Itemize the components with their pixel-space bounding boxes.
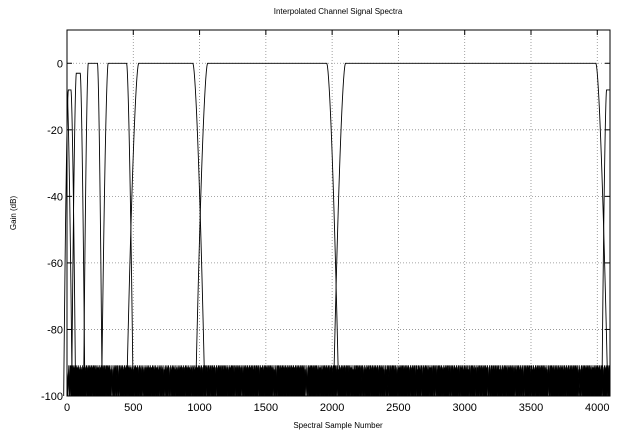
y-tick-label: -60 (47, 258, 63, 270)
series-line-1 (66, 89, 73, 397)
x-tick-label: 500 (124, 402, 142, 414)
x-tick-label: 4000 (585, 402, 609, 414)
y-tick-label: -80 (47, 324, 63, 336)
axes: 0 500 1000 1500 2000 2500 3000 3500 4000 0 -20 -40 -… (41, 30, 610, 414)
x-tick-label: 2500 (386, 402, 410, 414)
series-line-5 (101, 62, 134, 397)
series-line-4 (83, 62, 103, 397)
plot-frame (66, 29, 611, 397)
y-axis-title: Gain (dB) (9, 196, 18, 231)
x-axis-title: Spectral Sample Number (293, 421, 383, 430)
x-tick-label: 1500 (254, 402, 278, 414)
series-line-7 (195, 62, 340, 397)
y-tick-label: -100 (41, 391, 63, 403)
x-tick-label: 1000 (187, 402, 211, 414)
x-tick-label: 3500 (519, 402, 543, 414)
y-tick-label: 0 (57, 58, 63, 70)
x-tick-label: 2000 (320, 402, 344, 414)
series-group (63, 62, 611, 397)
y-tick-label: -40 (47, 191, 63, 203)
series-line-2 (63, 89, 77, 397)
chart-title: Interpolated Channel Signal Spectra (274, 7, 403, 16)
series-line-8 (333, 62, 609, 397)
series-line-6 (126, 62, 206, 397)
x-tick-label: 3000 (452, 402, 476, 414)
x-tick-label: 0 (64, 402, 70, 414)
series-line-3 (71, 72, 86, 397)
stopband-ripple-6 (204, 365, 610, 397)
series-line-9 (601, 89, 610, 397)
y-tick-label: -20 (47, 125, 63, 137)
